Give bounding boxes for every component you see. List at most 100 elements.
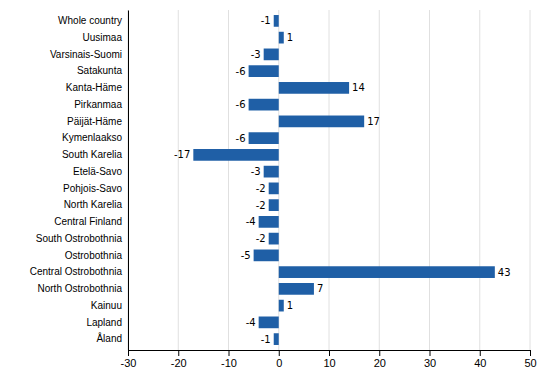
data-label: -4	[246, 317, 256, 328]
grid-line	[178, 10, 179, 350]
data-label: 17	[367, 116, 380, 127]
x-tick-mark	[279, 350, 280, 356]
y-tick: Central Finland	[54, 216, 128, 227]
bar	[279, 283, 314, 295]
y-tick-label: Whole country	[58, 15, 122, 26]
grid-line	[278, 10, 279, 350]
y-tick: Etelä-Savo	[73, 166, 128, 177]
x-tick-label: -20	[171, 357, 187, 369]
y-tick: Ostrobothnia	[65, 250, 128, 261]
x-axis-line	[129, 351, 531, 357]
y-tick: Central Ostrobothnia	[30, 266, 128, 277]
y-tick: North Karelia	[64, 199, 128, 210]
data-label: -17	[174, 149, 190, 160]
x-tick: -20	[171, 350, 187, 369]
x-tick-label: 20	[374, 357, 386, 369]
y-tick: Åland	[96, 332, 128, 344]
y-tick: Varsinais-Suomi	[50, 49, 128, 60]
y-tick-label: Satakunta	[77, 65, 122, 76]
y-tick-label: Åland	[96, 332, 122, 344]
y-tick: Lapland	[86, 317, 128, 328]
bar	[264, 166, 279, 178]
bar	[274, 15, 279, 27]
x-tick-mark	[329, 350, 330, 356]
x-tick-mark	[379, 350, 380, 356]
grid-line	[530, 10, 531, 350]
data-label: 1	[287, 32, 293, 43]
x-tick: 20	[374, 350, 386, 369]
data-label: 43	[498, 267, 511, 278]
data-label: -3	[251, 166, 261, 177]
x-tick: 50	[524, 350, 536, 369]
bar	[254, 250, 279, 262]
y-tick-label: Central Ostrobothnia	[30, 266, 123, 277]
bar	[279, 266, 495, 278]
data-label: -4	[246, 216, 256, 227]
y-tick: South Ostrobothnia	[36, 233, 128, 244]
y-tick-label: Kymenlaakso	[62, 132, 122, 143]
grid	[128, 10, 530, 350]
x-tick-label: 40	[474, 357, 486, 369]
x-tick-mark	[229, 350, 230, 356]
y-tick-label: North Karelia	[64, 199, 123, 210]
bar	[274, 333, 279, 345]
y-tick-label: Varsinais-Suomi	[50, 49, 122, 60]
y-tick-label: Päijät-Häme	[67, 116, 122, 127]
grid-line	[479, 10, 480, 350]
bar	[269, 183, 279, 195]
bar	[279, 32, 284, 44]
y-tick-label: South Karelia	[62, 149, 122, 160]
bar	[249, 99, 279, 111]
grid-line	[429, 10, 430, 350]
grid-line	[329, 10, 330, 350]
y-tick-label: North Ostrobothnia	[38, 283, 123, 294]
x-axis: -30 -20 -10 0 10 20 30 40 50	[121, 350, 537, 369]
x-tick-label: 10	[323, 357, 335, 369]
y-tick-label: Kainuu	[91, 300, 122, 311]
x-tick-label: -30	[121, 357, 137, 369]
bar	[269, 233, 279, 245]
data-label: 7	[317, 283, 323, 294]
y-tick-label: South Ostrobothnia	[36, 233, 123, 244]
x-tick-label: 50	[524, 357, 536, 369]
bar	[269, 199, 279, 211]
chart: -30 -20 -10 0 10 20 30 40 50 Whole country Uusimaa…	[0, 0, 546, 376]
y-tick-label: Central Finland	[54, 216, 122, 227]
data-label: 14	[352, 82, 365, 93]
x-tick: -30	[121, 350, 137, 369]
data-label: -5	[241, 250, 251, 261]
data-label: -1	[261, 15, 271, 26]
y-tick-label: Uusimaa	[83, 32, 123, 43]
x-tick: 0	[276, 350, 282, 369]
bars	[193, 15, 495, 345]
bar	[249, 132, 279, 144]
y-tick: Uusimaa	[83, 32, 128, 43]
data-label: -2	[256, 183, 266, 194]
x-tick-mark	[430, 350, 431, 356]
y-tick-label: Ostrobothnia	[65, 250, 123, 261]
data-label: 1	[287, 300, 293, 311]
bar	[279, 300, 284, 312]
y-tick-label: Pohjois-Savo	[63, 183, 122, 194]
x-tick-mark	[178, 350, 179, 356]
bar	[279, 116, 364, 128]
bar	[259, 317, 279, 329]
y-tick: Kymenlaakso	[62, 132, 128, 143]
data-label: -6	[236, 99, 246, 110]
bar	[264, 49, 279, 61]
y-tick: Päijät-Häme	[67, 116, 128, 127]
y-tick: Kainuu	[91, 300, 128, 311]
y-tick-label: Kanta-Häme	[66, 82, 123, 93]
y-tick: Pohjois-Savo	[63, 183, 128, 194]
bar	[279, 82, 349, 94]
x-tick-label: 30	[424, 357, 436, 369]
x-tick: 40	[474, 350, 486, 369]
y-tick: North Ostrobothnia	[38, 283, 129, 294]
data-labels: -11-3-614-617-6-17-3-2-2-4-2-54371-4-1	[174, 15, 511, 344]
x-tick: -10	[221, 350, 237, 369]
x-tick-mark	[530, 350, 531, 356]
data-label: -6	[236, 66, 246, 77]
data-label: -2	[256, 233, 266, 244]
grid-line	[228, 10, 229, 350]
y-tick: Satakunta	[77, 65, 128, 76]
